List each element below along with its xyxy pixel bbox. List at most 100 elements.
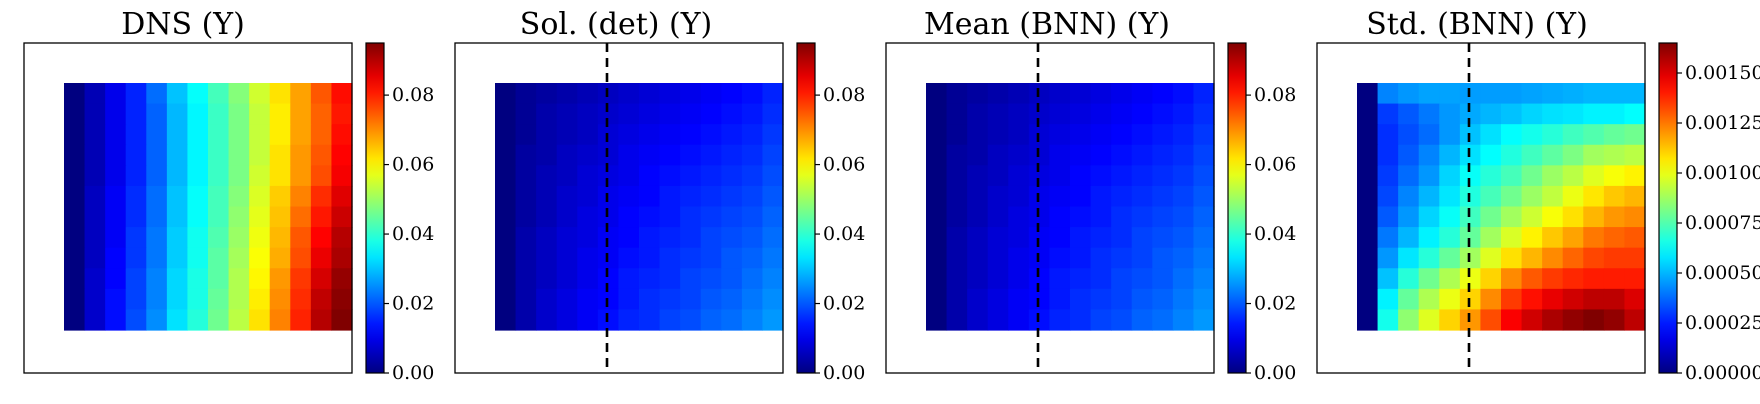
heatmap-cell — [166, 309, 189, 331]
heatmap-cell — [659, 247, 681, 269]
heatmap-cell — [105, 227, 127, 249]
heatmap-cell — [1562, 124, 1584, 146]
heatmap-cell — [64, 144, 86, 166]
heatmap-cell — [536, 309, 558, 331]
colorbar-ticks: 0.00 0.02 0.04 0.06 0.08 — [815, 84, 865, 384]
heatmap-cell — [1193, 309, 1215, 331]
heatmap-cell — [1603, 268, 1626, 290]
heatmap-cell — [577, 83, 599, 105]
heatmap-cell — [1459, 124, 1482, 146]
heatmap-cell — [1111, 247, 1133, 269]
heatmap-cell — [967, 268, 989, 290]
heatmap-cell — [208, 124, 230, 146]
heatmap-cell — [1418, 83, 1440, 105]
heatmap-cell — [700, 247, 722, 269]
heatmap-cell — [721, 206, 743, 228]
heatmap-cell — [187, 288, 209, 311]
heatmap-cell — [1008, 206, 1030, 228]
heatmap-cell — [1090, 103, 1112, 125]
heatmap-cell — [639, 268, 661, 290]
heatmap-cell — [515, 83, 537, 105]
heatmap-cell — [680, 247, 702, 269]
heatmap-cell — [1480, 103, 1502, 125]
heatmap-cell — [1377, 165, 1399, 187]
heatmap-cell — [64, 83, 86, 105]
heatmap-cell — [577, 144, 599, 166]
heatmap-cell — [762, 206, 784, 228]
heatmap-cell — [536, 103, 558, 125]
heatmap-cell — [618, 268, 640, 290]
heatmap-cell — [515, 288, 537, 311]
heatmap-cell — [987, 185, 1009, 208]
heatmap-cell — [1028, 288, 1051, 311]
heatmap-cell — [1357, 227, 1379, 249]
heatmap-cell — [1583, 83, 1605, 105]
colorbar-tick-label: 0.00150 — [1685, 62, 1760, 84]
heatmap-cell — [926, 309, 948, 331]
heatmap-cell — [1377, 227, 1399, 249]
colorbar-tick-label: 0.06 — [392, 154, 434, 176]
heatmap-cell — [1172, 247, 1195, 269]
heatmap-cell — [987, 83, 1009, 105]
heatmap-cell — [721, 227, 743, 249]
heatmap-cell — [1398, 124, 1420, 146]
heatmap-cell — [1521, 144, 1543, 166]
heatmap-cell — [1357, 288, 1379, 311]
heatmap-cell — [228, 247, 250, 269]
heatmap-cell — [1131, 288, 1153, 311]
heatmap-cell — [1480, 165, 1502, 187]
heatmap-cell — [1439, 288, 1461, 311]
heatmap-cell — [166, 227, 189, 249]
heatmap-cell — [926, 103, 948, 125]
panel-1: DNS (Y) 0.00 0.02 0.04 0.06 0.08 — [23, 7, 434, 384]
heatmap-cells — [495, 83, 784, 331]
heatmap-cell — [1542, 227, 1564, 249]
heatmap-cell — [310, 144, 333, 166]
heatmap-cell — [208, 247, 230, 269]
heatmap-cell — [659, 103, 681, 125]
heatmap-cell — [1459, 206, 1482, 228]
heatmap-cell — [1111, 185, 1133, 208]
heatmap-cell — [597, 268, 620, 290]
panel-title: DNS (Y) — [121, 7, 245, 42]
heatmap-cell — [1357, 124, 1379, 146]
heatmap-cell — [762, 268, 784, 290]
heatmap-cell — [1357, 165, 1379, 187]
heatmap-cell — [166, 103, 189, 125]
heatmap-cell — [680, 165, 702, 187]
heatmap-cell — [926, 206, 948, 228]
heatmap-cell — [1542, 247, 1564, 269]
heatmap-cell — [331, 227, 353, 249]
heatmap-cell — [1418, 247, 1440, 269]
heatmap-cell — [1521, 227, 1543, 249]
heatmap-cell — [1152, 144, 1174, 166]
heatmap-cell — [1459, 227, 1482, 249]
heatmap-cell — [1152, 165, 1174, 187]
heatmap-cell — [556, 124, 578, 146]
heatmap-cell — [639, 309, 661, 331]
heatmap-cell — [680, 206, 702, 228]
heatmap-cell — [946, 247, 968, 269]
colorbar — [365, 42, 385, 374]
heatmap-cell — [166, 165, 189, 187]
heatmap-cell — [290, 83, 312, 105]
panel-title: Std. (BNN) (Y) — [1366, 7, 1588, 42]
heatmap-cell — [1049, 165, 1071, 187]
plot-frame — [23, 42, 353, 374]
heatmap-cell — [515, 268, 537, 290]
heatmap-cell — [721, 144, 743, 166]
heatmap-cell — [1070, 288, 1092, 311]
heatmap-cell — [1542, 124, 1564, 146]
heatmap-cell — [1439, 206, 1461, 228]
heatmap-cell — [1111, 288, 1133, 311]
heatmap-cell — [721, 103, 743, 125]
heatmap-cell — [577, 288, 599, 311]
heatmap-cell — [1028, 124, 1051, 146]
heatmap-cell — [1131, 247, 1153, 269]
heatmap-cell — [1398, 309, 1420, 331]
heatmap-cell — [946, 288, 968, 311]
heatmap-cell — [125, 165, 147, 187]
heatmap-cell — [946, 309, 968, 331]
